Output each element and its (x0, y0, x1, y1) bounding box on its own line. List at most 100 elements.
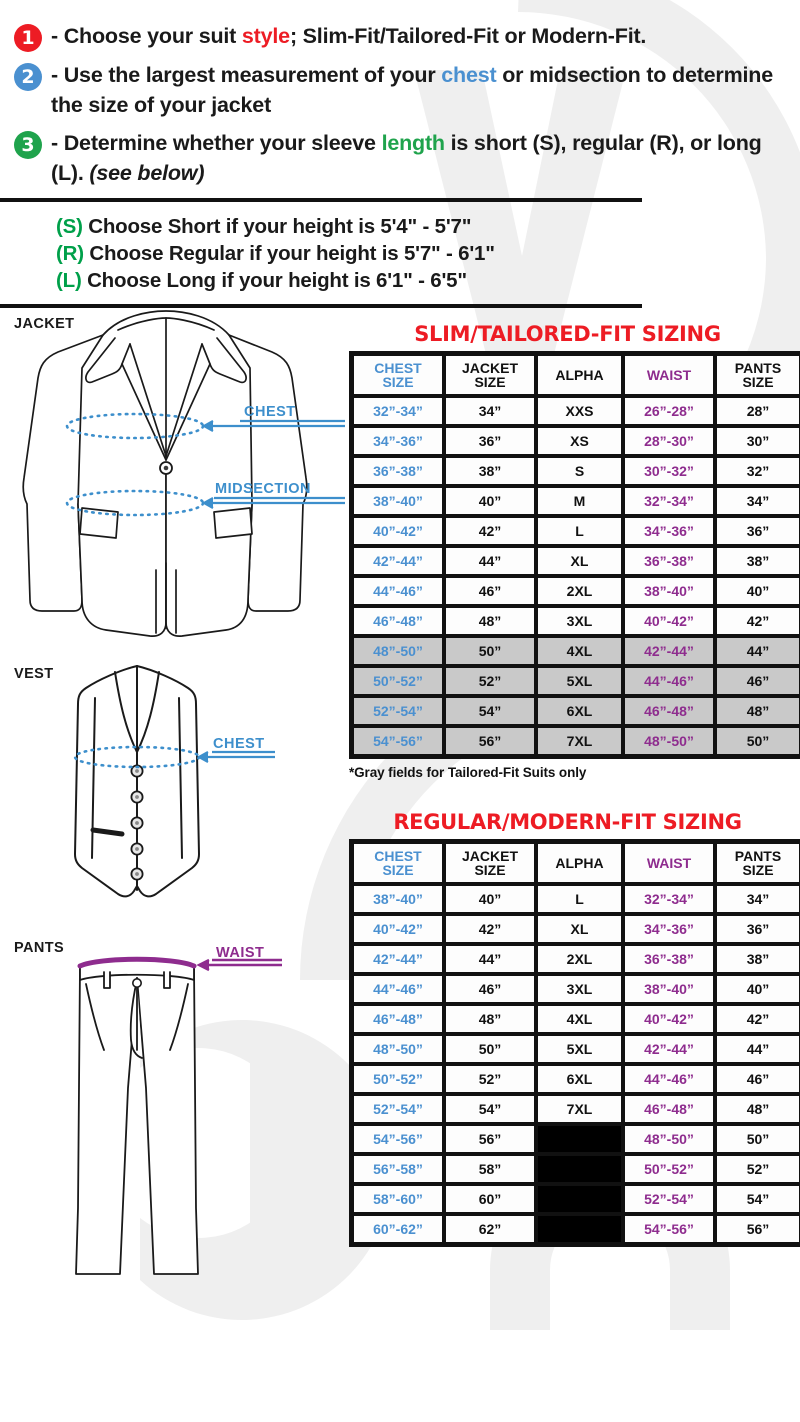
cell-waist: 42”-44” (623, 1034, 715, 1065)
table-row: 54”-56” 56” 7XL 48”-50” 50” (352, 726, 800, 757)
cell-waist: 52”-54” (623, 1184, 715, 1215)
column-header-line1: PANTS (734, 359, 782, 376)
cell-pants: 54” (715, 1184, 800, 1215)
table-row: 50”-52” 52” 5XL 44”-46” 46” (352, 666, 800, 697)
cell-alpha: L (536, 516, 623, 547)
cell-waist: 40”-42” (623, 1004, 715, 1035)
column-header-waist: WAIST (623, 842, 715, 885)
table-row: 44”-46” 46” 2XL 38”-40” 40” (352, 576, 800, 607)
slim-tailored-fit-title: SLIM/TAILORED-FIT SIZING (414, 322, 721, 347)
pants-waist-callout-arrow (196, 959, 282, 972)
cell-chest: 50”-52” (352, 666, 444, 697)
cell-alpha: S (536, 456, 623, 487)
cell-jacket: 52” (444, 1064, 536, 1095)
column-header-line2: SIZE (742, 862, 774, 879)
cell-waist: 38”-40” (623, 576, 715, 607)
column-header-line1: JACKET (461, 847, 518, 864)
cell-chest: 52”-54” (352, 1094, 444, 1125)
tables-column: SLIM/TAILORED-FIT SIZING CHEST SIZE JACKET… (349, 308, 800, 1248)
cell-jacket: 34” (444, 396, 536, 427)
table-row: 58”-60” 60” 52”-54” 54” (352, 1184, 800, 1215)
cell-alpha: M (536, 486, 623, 517)
cell-jacket: 40” (444, 884, 536, 915)
table-row: 46”-48” 48” 4XL 40”-42” 42” (352, 1004, 800, 1035)
instructions-section: 1 - Choose your suit style; Slim-Fit/Tai… (0, 0, 800, 189)
cell-waist: 44”-46” (623, 1064, 715, 1095)
table-row: 40”-42” 42” L 34”-36” 36” (352, 516, 800, 547)
height-code-l: (L) (56, 269, 82, 293)
pants-illustration-block: PANTS (0, 928, 345, 1298)
column-header-jacket: JACKET SIZE (444, 354, 536, 397)
cell-waist: 42”-44” (623, 636, 715, 667)
table-row: 44”-46” 46” 3XL 38”-40” 40” (352, 974, 800, 1005)
slim-tailored-fit-table: CHEST SIZE JACKET SIZE ALPHA WAIST PANTS SIZE 32… (349, 351, 800, 760)
cell-pants: 48” (715, 1094, 800, 1125)
cell-pants: 42” (715, 1004, 800, 1035)
step-number-badge-2: 2 (14, 63, 42, 91)
step-number-badge-1: 1 (14, 24, 42, 52)
cell-jacket: 52” (444, 666, 536, 697)
cell-jacket: 50” (444, 636, 536, 667)
cell-chest: 42”-44” (352, 546, 444, 577)
cell-chest: 50”-52” (352, 1064, 444, 1095)
cell-chest: 58”-60” (352, 1184, 444, 1215)
cell-waist: 46”-48” (623, 696, 715, 727)
cell-pants: 40” (715, 576, 800, 607)
cell-alpha: 6XL (536, 1064, 623, 1095)
column-header-line2: SIZE (742, 374, 774, 391)
jacket-midsection-callout-label: MIDSECTION (215, 481, 312, 498)
column-header-line2: SIZE (382, 374, 414, 391)
regular-modern-fit-table-body: CHEST SIZE JACKET SIZE ALPHA WAIST PANTS SIZE 38… (352, 842, 800, 1245)
cell-waist: 28”-30” (623, 426, 715, 457)
cell-jacket: 58” (444, 1154, 536, 1185)
instruction-step-2-text: - Use the largest measurement of your ch… (51, 63, 773, 117)
table-row: 38”-40” 40” L 32”-34” 34” (352, 884, 800, 915)
cell-chest: 34”-36” (352, 426, 444, 457)
cell-waist: 34”-36” (623, 516, 715, 547)
cell-waist: 48”-50” (623, 1124, 715, 1155)
cell-jacket: 46” (444, 974, 536, 1005)
cell-chest: 52”-54” (352, 696, 444, 727)
cell-chest: 40”-42” (352, 516, 444, 547)
height-guide-line-short: (S) Choose Short if your height is 5'4" … (56, 213, 800, 240)
height-guide-line-regular: (R) Choose Regular if your height is 5'7… (56, 240, 800, 267)
column-header-chest: CHEST SIZE (352, 842, 444, 885)
cell-chest: 38”-40” (352, 486, 444, 517)
column-header-pants: PANTS SIZE (715, 354, 800, 397)
cell-jacket: 46” (444, 576, 536, 607)
height-code-s: (S) (56, 214, 83, 238)
cell-chest: 40”-42” (352, 914, 444, 945)
cell-pants: 38” (715, 546, 800, 577)
cell-pants: 50” (715, 726, 800, 757)
jacket-label: JACKET (14, 316, 75, 333)
vest-chest-callout-label: CHEST (213, 736, 265, 753)
column-header-line1: CHEST (374, 847, 422, 864)
illustrations-column: JACKET (0, 308, 345, 1300)
height-guide-section: (S) Choose Short if your height is 5'4" … (0, 202, 800, 305)
table-row: 38”-40” 40” M 32”-34” 34” (352, 486, 800, 517)
cell-jacket: 40” (444, 486, 536, 517)
column-header-alpha: ALPHA (536, 842, 623, 885)
cell-waist: 30”-32” (623, 456, 715, 487)
cell-chest: 44”-46” (352, 576, 444, 607)
cell-alpha: 5XL (536, 1034, 623, 1065)
divider-rule-bottom (0, 304, 642, 309)
height-text-s: Choose Short if your height is 5'4" - 5'… (88, 214, 472, 238)
column-header-pants: PANTS SIZE (715, 842, 800, 885)
table-row: 36”-38” 38” S 30”-32” 32” (352, 456, 800, 487)
column-header-line1: JACKET (461, 359, 518, 376)
cell-jacket: 62” (444, 1214, 536, 1245)
cell-jacket: 54” (444, 696, 536, 727)
cell-waist: 36”-38” (623, 944, 715, 975)
column-header-chest: CHEST SIZE (352, 354, 444, 397)
pants-waist-callout-label: WAIST (216, 945, 265, 962)
table-row: 32”-34” 34” XXS 26”-28” 28” (352, 396, 800, 427)
cell-alpha: 4XL (536, 636, 623, 667)
height-text-r: Choose Regular if your height is 5'7" - … (89, 241, 495, 265)
column-header-line1: ALPHA (555, 855, 604, 872)
regular-modern-fit-table: CHEST SIZE JACKET SIZE ALPHA WAIST PANTS SIZE 38… (349, 839, 800, 1248)
cell-pants: 42” (715, 606, 800, 637)
jacket-drawing (22, 310, 345, 638)
height-code-r: (R) (56, 241, 84, 265)
